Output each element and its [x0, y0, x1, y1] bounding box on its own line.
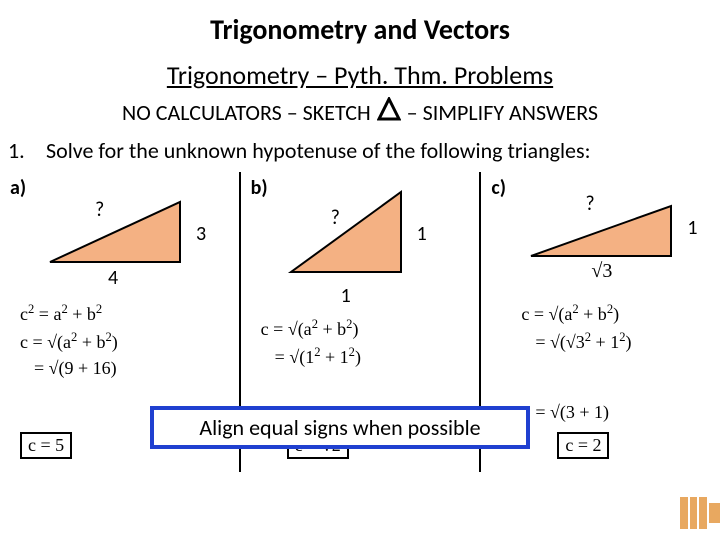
work-a-l2: c = √(a2 + b2) [20, 330, 118, 353]
label-b-hyp: ? [331, 206, 340, 230]
work-a-ans: c = 5 [20, 432, 72, 459]
work-c-ans: c = 2 [557, 432, 609, 459]
work-c-l1: c = √(a2 + b2) [521, 302, 619, 325]
instruction-line: NO CALCULATORS – SKETCH – SIMPLIFY ANSWE… [0, 97, 720, 127]
problem-label-a: a) [10, 176, 26, 200]
page-title: Trigonometry and Vectors [0, 0, 720, 47]
work-a-l1: c2 = a2 + b2 [20, 302, 102, 325]
triangle-a [40, 192, 190, 272]
label-b-side1: 1 [417, 222, 427, 246]
label-a-side1: 3 [196, 222, 206, 246]
instruction-post: – SIMPLIFY ANSWERS [407, 99, 598, 126]
label-a-hyp: ? [95, 198, 104, 222]
work-c-l2: = √(√32 + 12) [535, 330, 631, 353]
work-b-l2: = √(12 + 12) [275, 345, 361, 368]
section-subtitle: Trigonometry – Pyth. Thm. Problems [0, 59, 720, 91]
instruction-pre: NO CALCULATORS – SKETCH [122, 99, 371, 126]
label-c-hyp: ? [585, 192, 594, 216]
question-number: 1. [8, 137, 32, 164]
triangle-c [521, 186, 681, 266]
label-c-side1: 1 [687, 216, 697, 240]
label-c-side2: √3 [591, 260, 612, 283]
question-text: Solve for the unknown hypotenuse of the … [46, 137, 590, 164]
problem-label-b: b) [251, 176, 268, 200]
label-a-side2: 4 [108, 266, 118, 290]
work-a-l3: = √(9 + 16) [34, 358, 117, 379]
label-b-side2: 1 [341, 284, 351, 308]
callout-box: Align equal signs when possible [150, 406, 530, 449]
problem-label-c: c) [491, 176, 506, 200]
work-b-l1: c = √(a2 + b2) [261, 317, 359, 340]
work-c-l3: = √(3 + 1) [535, 402, 609, 423]
triangle-b [281, 182, 411, 282]
triangle-icon [377, 97, 401, 127]
decorative-bars [680, 496, 720, 530]
question-row: 1. Solve for the unknown hypotenuse of t… [0, 137, 720, 164]
